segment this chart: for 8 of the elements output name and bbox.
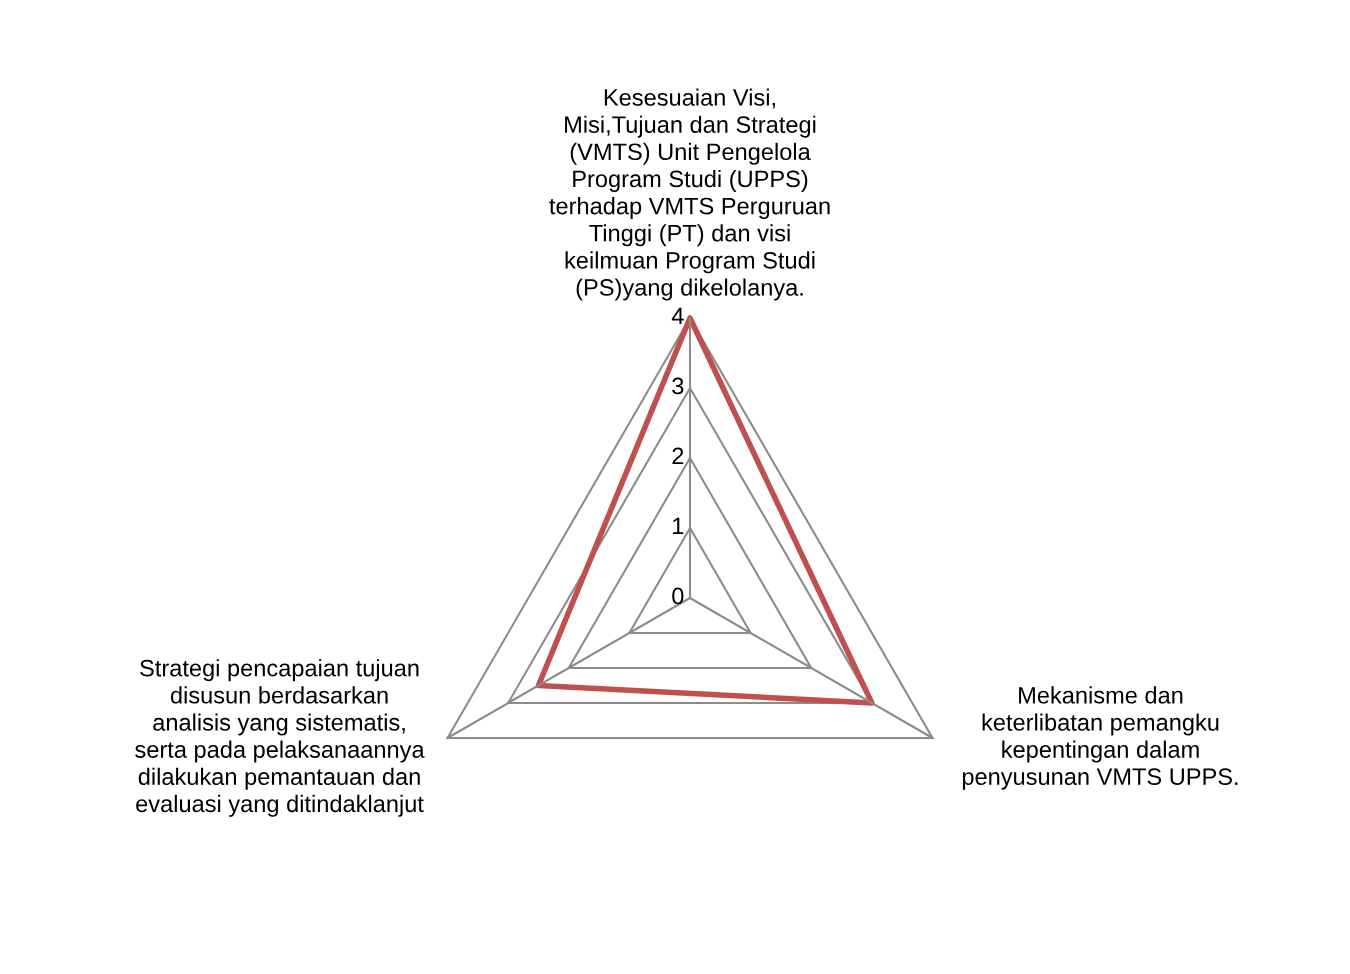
y-tick-label: 2 [672,447,684,465]
y-tick-label: 4 [671,307,684,325]
spoke-label: Kesesuaian Visi, Misi,Tujuan dan Strategi (VMTS) Unit Pengelola Program Studi (UPPS) terhadap VMTS Perguruan Tinggi (PT) dan visi keilmuan Program Studi (PS)yang dikelolanya. [549,88,830,301]
y-tick-label: 1 [673,517,684,535]
spoke-label: Strategi pencapaian tujuan disusun berdasarkan analisis yang sistematis, serta pada pelaksanaannya dilakukan pemantauan dan evaluasi yang ditindaklanjut [135,659,425,817]
y-tick-label: 0 [672,587,684,605]
spoke-label: Mekanisme dan keterlibatan pemangku kepentingan dalam penyusunan VMTS UPPS. [962,686,1238,790]
y-tick-label: 3 [672,377,684,395]
